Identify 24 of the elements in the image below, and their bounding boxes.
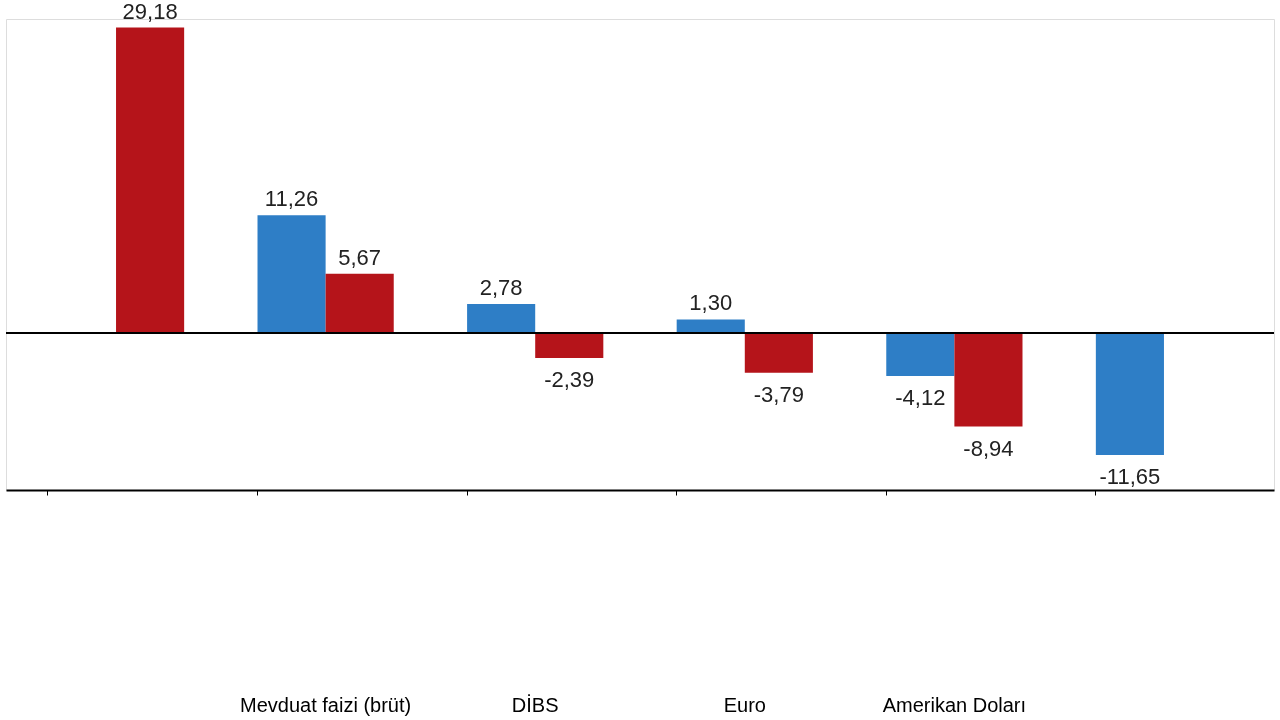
bar xyxy=(676,319,745,333)
x-tick-label: Mevduat faizi (brüt) xyxy=(240,693,412,716)
bar xyxy=(116,27,185,333)
bar xyxy=(744,333,813,373)
x-tick-label: DİBS xyxy=(511,693,559,716)
x-tick-label: Amerikan Doları xyxy=(882,693,1027,716)
data-label: 29,18 xyxy=(122,0,178,24)
bar xyxy=(1095,333,1164,455)
data-label: 11,26 xyxy=(264,186,319,212)
bar xyxy=(325,273,394,333)
x-tick-label: Euro xyxy=(723,693,766,716)
data-label: 2,78 xyxy=(479,274,523,300)
data-label: -8,94 xyxy=(963,435,1014,461)
bar xyxy=(954,333,1023,427)
bar xyxy=(886,333,955,377)
data-label: -3,79 xyxy=(753,381,804,407)
bar xyxy=(467,303,536,333)
data-label: -11,65 xyxy=(1099,463,1161,489)
bar xyxy=(535,333,604,359)
data-label: 5,67 xyxy=(338,244,382,270)
data-label: -2,39 xyxy=(544,367,595,393)
data-label: -4,12 xyxy=(895,385,946,411)
bar xyxy=(257,215,326,333)
data-label: 1,30 xyxy=(689,290,733,316)
